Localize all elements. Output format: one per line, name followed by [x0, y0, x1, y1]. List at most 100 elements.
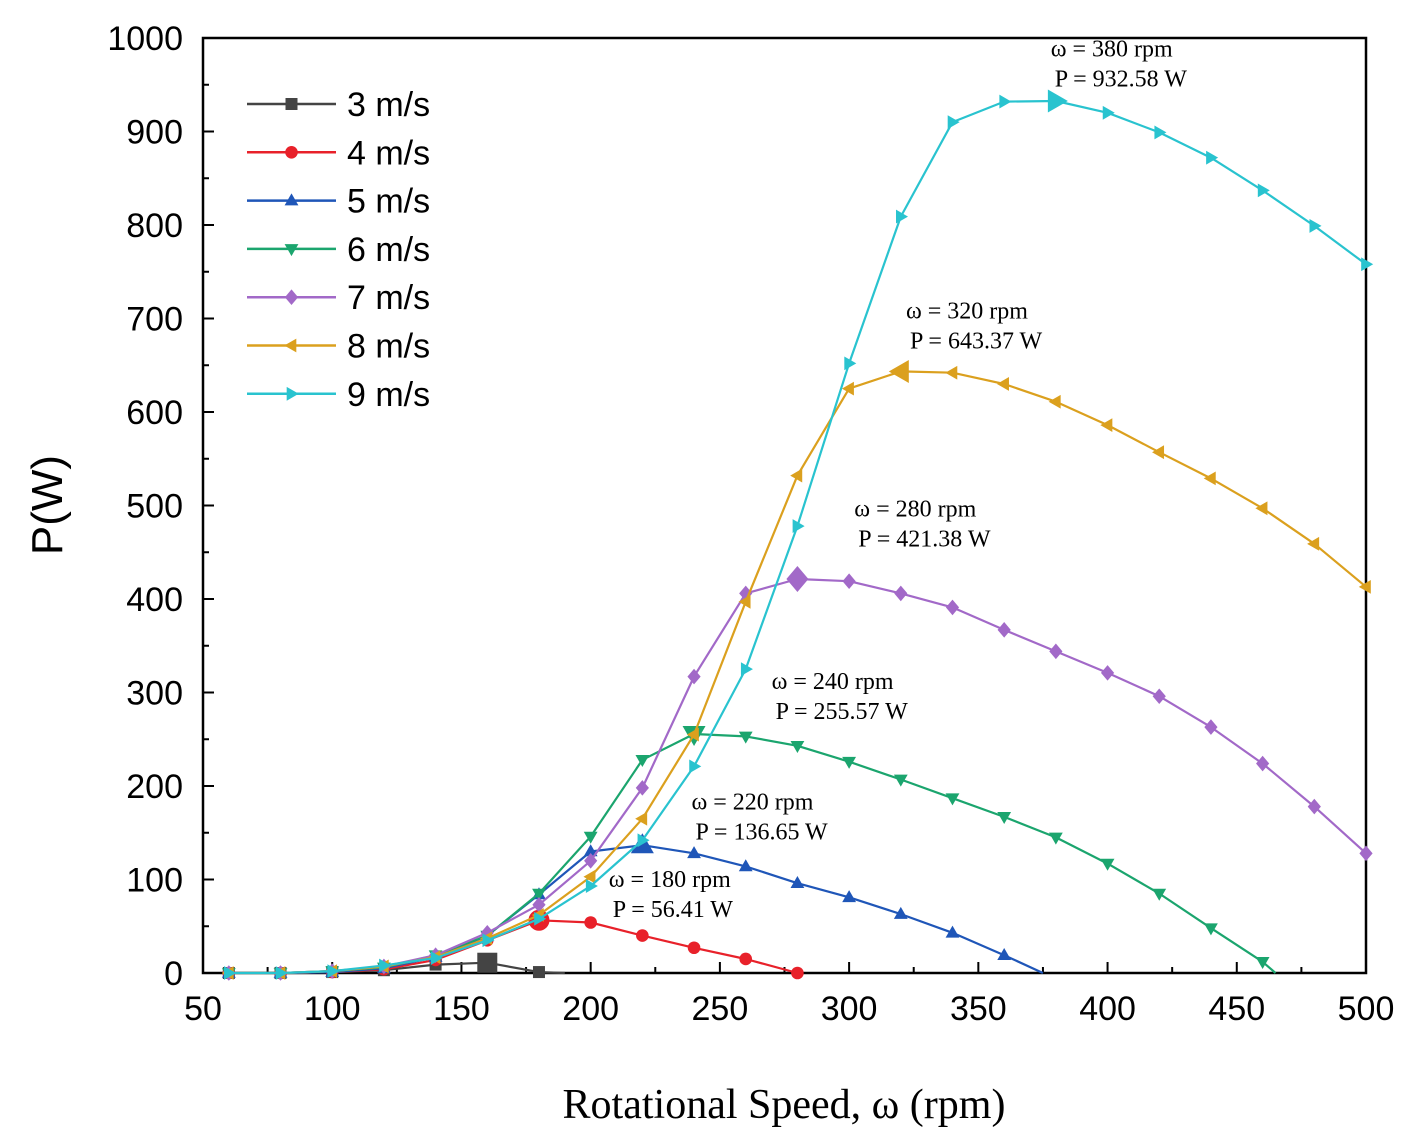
annotation-rpm: ω = 240 rpm: [772, 669, 894, 695]
data-point: [844, 356, 857, 371]
series-layer: [221, 89, 1374, 981]
annotation-power: P = 136.65 W: [695, 819, 828, 845]
legend-label: 7 m/s: [347, 279, 430, 317]
data-point: [740, 662, 753, 677]
annotation-rpm: ω = 220 rpm: [691, 789, 813, 815]
data-point: [689, 759, 702, 774]
x-tick-label: 450: [1208, 990, 1265, 1028]
legend-label: 6 m/s: [347, 231, 430, 269]
legend-item: 5 m/s: [247, 183, 430, 221]
annotation-power: P = 643.37 W: [910, 329, 1043, 355]
legend-marker: [285, 146, 298, 159]
x-tick-label: 50: [184, 990, 222, 1028]
data-point: [947, 115, 960, 130]
data-point: [997, 812, 1012, 825]
data-point: [482, 933, 495, 948]
y-tick-label: 300: [126, 675, 183, 713]
y-tick-label: 600: [126, 394, 183, 432]
data-point: [379, 958, 392, 973]
data-point: [532, 896, 546, 913]
x-tick-label: 350: [950, 990, 1007, 1028]
legend-label: 5 m/s: [347, 183, 430, 221]
data-point: [1152, 888, 1167, 901]
annotation-rpm: ω = 320 rpm: [906, 299, 1028, 325]
data-point: [275, 966, 288, 980]
peak-marker: [1047, 89, 1068, 113]
data-point: [583, 831, 598, 844]
data-point: [327, 964, 340, 979]
y-tick-label: 400: [126, 581, 183, 619]
data-point: [999, 94, 1012, 109]
y-axis-title: P(W): [23, 455, 72, 555]
legend-marker: [285, 98, 298, 110]
peak-marker: [477, 952, 498, 973]
data-point: [996, 377, 1009, 391]
data-point: [738, 859, 753, 872]
data-point: [637, 833, 650, 848]
legend-marker: [284, 193, 299, 206]
x-tick-label: 300: [821, 990, 878, 1028]
data-point: [635, 780, 649, 796]
data-point: [841, 381, 854, 396]
data-point: [790, 740, 805, 753]
legend-item: 3 m/s: [247, 86, 430, 124]
x-tick-label: 500: [1338, 990, 1395, 1028]
peak-marker: [888, 359, 909, 383]
data-point: [896, 209, 908, 224]
data-point: [894, 585, 908, 602]
data-point: [945, 793, 960, 806]
data-point: [1307, 798, 1321, 815]
data-point: [1100, 418, 1113, 432]
axis-ticks: 50 100 150 200 250 300 350 400 450 500 0 100 200 300 4…: [107, 20, 1394, 1028]
y-tick-label: 500: [126, 488, 183, 526]
legend-marker: [286, 386, 299, 401]
series-line: [228, 732, 1277, 975]
data-point: [1256, 755, 1270, 772]
data-point: [1152, 688, 1166, 705]
x-tick-label: 250: [692, 990, 749, 1028]
data-point: [583, 844, 598, 857]
data-point: [532, 966, 545, 979]
data-point: [1257, 183, 1270, 198]
legend-marker: [284, 289, 299, 305]
data-point: [997, 622, 1011, 638]
legend-item: 9 m/s: [247, 376, 430, 414]
legend-label: 3 m/s: [347, 86, 430, 124]
series-line: [228, 919, 798, 975]
y-tick-label: 900: [126, 114, 183, 152]
annotation-power: P = 932.58 W: [1055, 67, 1188, 93]
data-point: [1152, 445, 1165, 460]
data-point: [1048, 832, 1063, 845]
data-point: [791, 966, 804, 980]
annotation-power: P = 56.41 W: [613, 897, 734, 923]
series-7-m-s: [222, 566, 1373, 981]
data-point: [1203, 471, 1216, 486]
y-tick-label: 1000: [107, 20, 183, 58]
legend-item: 8 m/s: [247, 328, 430, 366]
data-point: [945, 599, 960, 616]
legend-marker: [284, 338, 297, 353]
data-point: [893, 906, 908, 919]
data-point: [739, 585, 753, 602]
y-tick-label: 800: [126, 207, 183, 245]
y-tick-label: 700: [126, 301, 183, 339]
data-point: [532, 888, 546, 901]
data-point: [842, 890, 857, 903]
data-point: [1102, 105, 1115, 120]
data-point: [842, 756, 857, 769]
legend-label: 9 m/s: [347, 376, 430, 414]
data-point: [1154, 125, 1167, 140]
y-tick-label: 200: [126, 768, 183, 806]
data-point: [1309, 219, 1322, 233]
data-point: [430, 951, 443, 965]
data-point: [1049, 643, 1063, 660]
legend-label: 8 m/s: [347, 328, 430, 366]
data-point: [534, 911, 547, 926]
series-6-m-s: [221, 726, 1277, 981]
data-point: [1048, 394, 1061, 409]
data-point: [686, 727, 699, 742]
legend-marker: [284, 244, 299, 257]
data-point: [792, 519, 805, 533]
data-point: [1255, 501, 1268, 516]
